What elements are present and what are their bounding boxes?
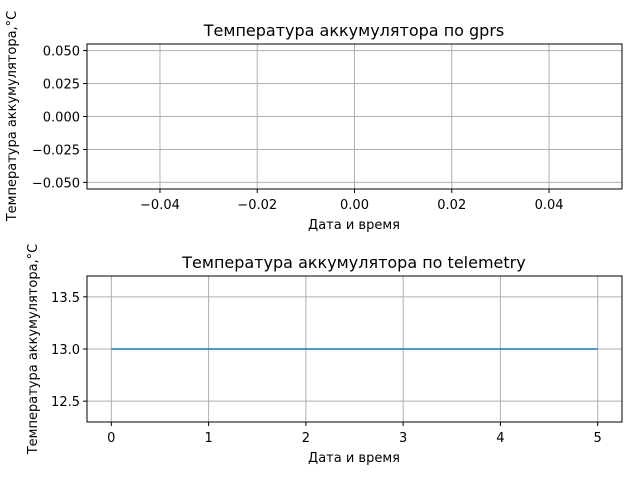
x-ticks: −0.04 −0.02 0.00 0.02 0.04	[140, 189, 564, 213]
y-tick-label: 12.5	[51, 395, 80, 410]
y-ticks: 0.050 0.025 0.000 −0.025 −0.050	[32, 45, 87, 191]
x-tick-label: 2	[302, 431, 310, 446]
x-tick-label: −0.04	[140, 198, 180, 213]
chart-telemetry: Температура аккумулятора по telemetry 0 1…	[26, 244, 623, 466]
x-tick-label: 0	[107, 431, 115, 446]
chart-title: Температура аккумулятора по telemetry	[181, 253, 525, 272]
grid	[87, 44, 622, 189]
y-tick-label: −0.050	[32, 176, 80, 191]
x-tick-label: 5	[594, 431, 602, 446]
x-tick-label: 4	[496, 431, 504, 446]
x-axis-label: Дата и время	[308, 451, 400, 466]
y-axis-label: Температура аккумулятора,°C	[5, 11, 20, 223]
chart-gprs: Температура аккумулятора по gprs −0.04 −0…	[5, 11, 623, 233]
x-tick-label: 1	[204, 431, 212, 446]
y-tick-label: 13.5	[51, 291, 80, 306]
x-tick-label: 0.00	[340, 198, 369, 213]
y-ticks: 13.5 13.0 12.5	[51, 291, 87, 410]
chart-title: Температура аккумулятора по gprs	[203, 21, 505, 40]
y-tick-label: 0.000	[43, 111, 80, 126]
x-tick-label: −0.02	[237, 198, 277, 213]
y-tick-label: 0.025	[43, 78, 80, 93]
x-tick-label: 0.02	[437, 198, 466, 213]
y-tick-label: 0.050	[43, 45, 80, 60]
y-tick-label: 13.0	[51, 343, 80, 358]
y-tick-label: −0.025	[32, 143, 80, 158]
x-ticks: 0 1 2 3 4 5	[107, 422, 602, 446]
y-axis-label: Температура аккумулятора,°C	[26, 244, 41, 456]
x-axis-label: Дата и время	[308, 218, 400, 233]
x-tick-label: 0.04	[535, 198, 564, 213]
x-tick-label: 3	[399, 431, 407, 446]
